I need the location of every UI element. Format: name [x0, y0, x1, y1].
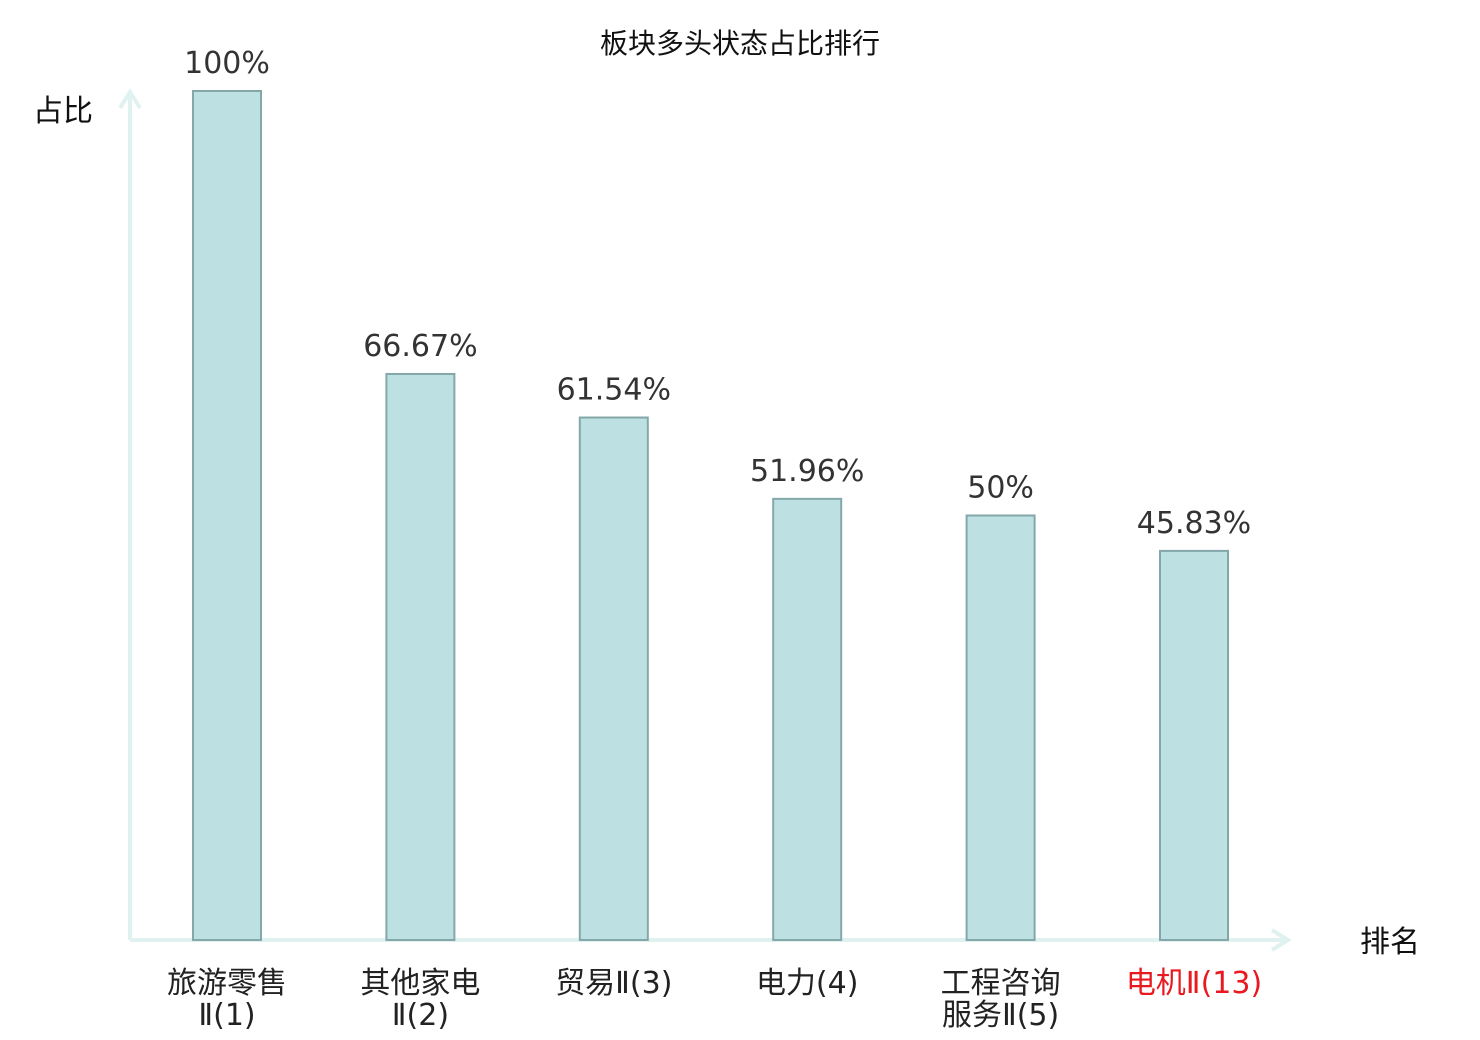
- bar-3: [578, 416, 649, 941]
- bars-group: [192, 90, 1229, 942]
- value-label-1: 100%: [184, 46, 270, 81]
- value-labels-group: 100% 66.67% 61.54% 51.96% 50% 45.83%: [184, 46, 1251, 541]
- category-label-2-line-2: Ⅱ(2): [392, 998, 449, 1033]
- bar-1: [192, 90, 262, 941]
- value-label-4: 51.96%: [750, 454, 864, 489]
- category-label-4: 电力(4): [756, 966, 859, 1001]
- category-label-5-line-2: 服务Ⅱ(5): [942, 998, 1059, 1033]
- category-label-3: 贸易Ⅱ(3): [555, 966, 672, 1001]
- bar-4: [772, 497, 843, 941]
- category-label-1-line-2: Ⅱ(1): [198, 998, 255, 1033]
- chart-title: 板块多头状态占比排行: [600, 27, 880, 60]
- value-label-3: 61.54%: [557, 373, 671, 408]
- value-label-2: 66.67%: [363, 329, 477, 364]
- x-axis-label: 排名: [1360, 925, 1420, 960]
- bar-5: [965, 514, 1036, 941]
- category-label-2-line-1: 其他家电: [360, 966, 480, 1001]
- y-axis-label: 占比: [33, 94, 93, 129]
- x-axis-arrow: [1270, 928, 1292, 952]
- bar-6: [1159, 549, 1229, 942]
- value-label-6: 45.83%: [1137, 506, 1251, 541]
- category-label-5-line-1: 工程咨询: [941, 966, 1061, 1001]
- category-label-1-line-1: 旅游零售: [167, 966, 287, 1001]
- y-axis-arrow: [118, 88, 142, 110]
- value-label-5: 50%: [967, 471, 1034, 506]
- bar-2: [385, 372, 456, 942]
- category-label-6: 电机Ⅱ(13): [1126, 966, 1262, 1001]
